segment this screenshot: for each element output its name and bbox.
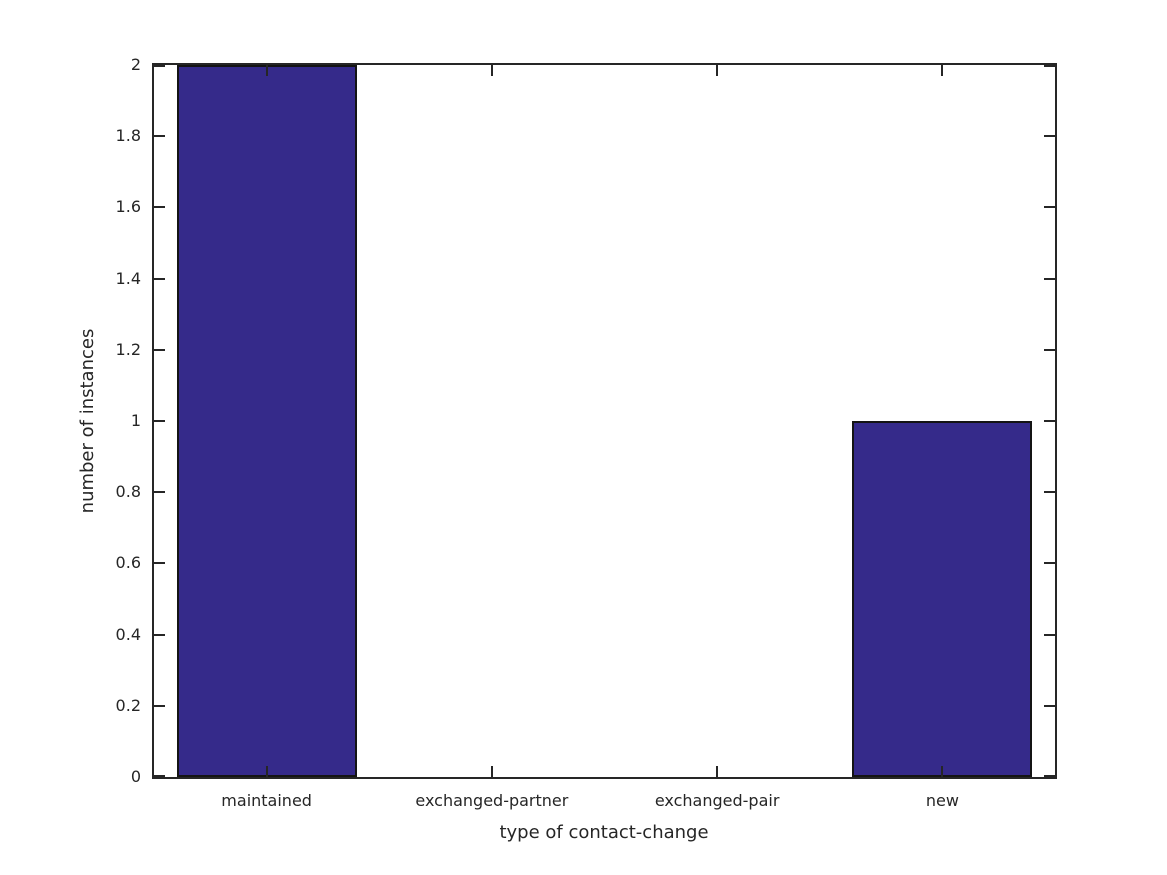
y-tick-mark <box>154 135 165 138</box>
y-tick-label: 0.8 <box>115 482 141 502</box>
y-tick-label: 1 <box>130 411 141 430</box>
y-tick-mark <box>1044 633 1055 636</box>
x-axis-label: type of contact-change <box>499 822 709 843</box>
x-tick-label: exchanged-pair <box>654 791 780 810</box>
y-tick-label: 1.8 <box>115 126 141 146</box>
x-tick-label: maintained <box>221 791 312 810</box>
y-tick-label: 0 <box>130 767 141 786</box>
y-tick-label: 2 <box>130 55 141 74</box>
y-tick-mark <box>154 65 165 67</box>
y-tick-mark <box>154 277 165 280</box>
y-tick-mark <box>1044 491 1055 494</box>
x-tick-mark <box>941 65 944 76</box>
x-tick-label: new <box>925 791 959 810</box>
x-tick-mark <box>265 65 268 76</box>
y-tick-mark <box>1044 348 1055 351</box>
x-tick-mark <box>265 766 268 777</box>
y-tick-label: 0.6 <box>115 553 141 573</box>
y-tick-mark <box>1044 206 1055 209</box>
x-tick-label: exchanged-partner <box>415 791 569 810</box>
y-tick-mark <box>154 206 165 209</box>
y-tick-mark <box>1044 65 1055 67</box>
y-tick-mark <box>154 633 165 636</box>
y-tick-label: 0.4 <box>115 624 141 644</box>
y-tick-mark <box>154 775 165 777</box>
y-tick-mark <box>1044 562 1055 565</box>
y-tick-label: 1.2 <box>115 339 141 359</box>
y-tick-mark <box>1044 420 1055 422</box>
x-tick-mark <box>941 766 944 777</box>
plot-area <box>152 63 1057 779</box>
x-tick-mark <box>716 65 719 76</box>
y-tick-mark <box>1044 135 1055 138</box>
bar-maintained <box>176 65 357 777</box>
y-tick-label: 1.4 <box>115 268 141 288</box>
bar-new <box>852 421 1033 777</box>
y-tick-mark <box>154 491 165 494</box>
y-tick-mark <box>154 562 165 565</box>
y-tick-mark <box>1044 704 1055 707</box>
y-tick-mark <box>1044 775 1055 777</box>
x-tick-mark <box>716 766 719 777</box>
x-tick-mark <box>490 766 493 777</box>
y-tick-label: 0.2 <box>115 695 141 715</box>
x-tick-mark <box>490 65 493 76</box>
y-tick-mark <box>154 704 165 707</box>
y-tick-mark <box>1044 277 1055 280</box>
y-tick-mark <box>154 348 165 351</box>
y-tick-label: 1.6 <box>115 197 141 217</box>
y-tick-mark <box>154 420 165 422</box>
